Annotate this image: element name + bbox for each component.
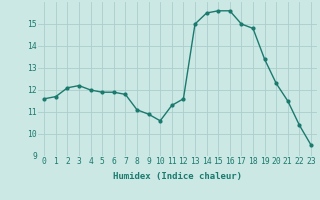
- X-axis label: Humidex (Indice chaleur): Humidex (Indice chaleur): [113, 172, 242, 181]
